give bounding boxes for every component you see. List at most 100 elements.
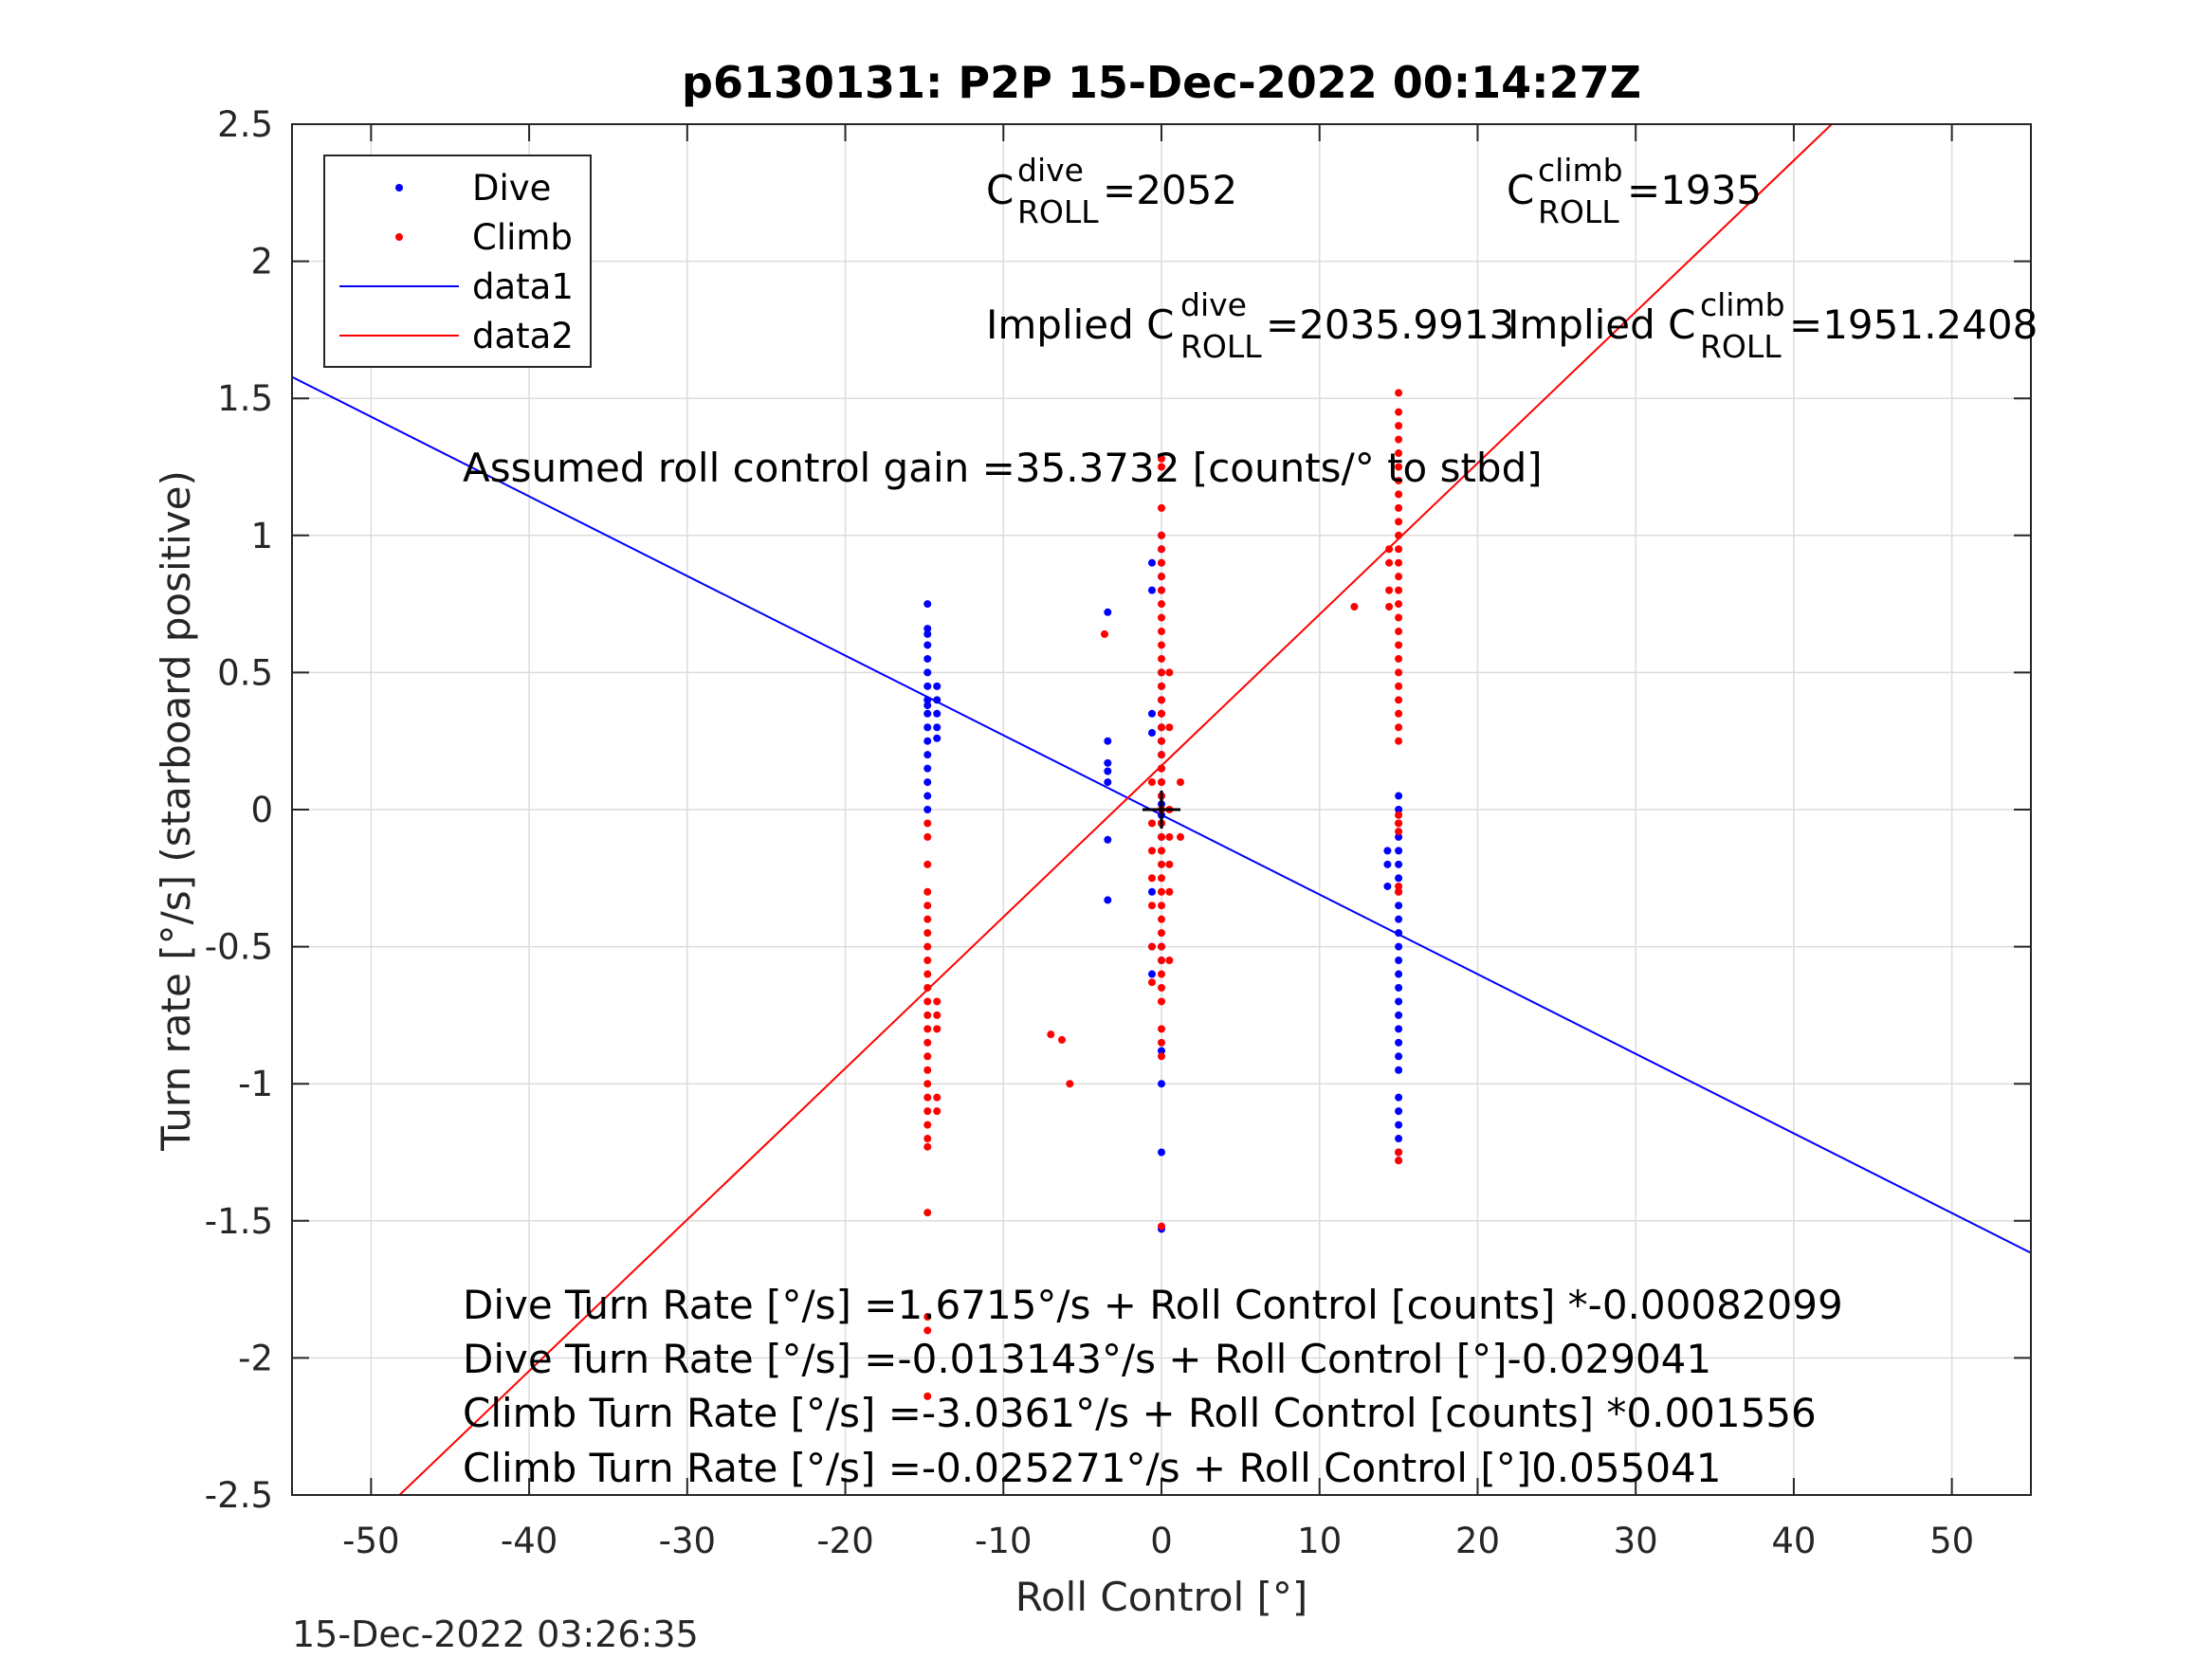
svg-text:C: C [986, 167, 1014, 213]
y-tick-label: -0.5 [205, 927, 273, 968]
climb-point [1158, 874, 1165, 883]
dive-point [1395, 860, 1403, 868]
dive-point [923, 723, 932, 732]
y-axis-label: Turn rate [°/s] (starboard positive) [153, 470, 199, 1152]
climb-point [1165, 860, 1174, 868]
y-tick-label: -1 [238, 1064, 273, 1104]
climb-point [1147, 874, 1156, 883]
climb-point [1395, 518, 1403, 526]
c-roll-climb-annotation: C climb ROLL =1935 [1507, 152, 1762, 230]
climb-point [1158, 902, 1165, 910]
climb-point [1158, 545, 1165, 554]
climb-point [1147, 819, 1156, 828]
climb-point [1158, 668, 1165, 677]
climb-point [1385, 545, 1394, 554]
climb-point [1395, 668, 1403, 677]
x-axis-label: Roll Control [°] [1015, 1574, 1308, 1620]
svg-text:ROLL: ROLL [1180, 328, 1262, 365]
climb-point [1165, 887, 1174, 896]
climb-point [1147, 942, 1156, 951]
x-tick-label: -10 [975, 1521, 1032, 1561]
climb-point [1385, 586, 1394, 594]
dive-point [1104, 896, 1112, 904]
climb-point [1158, 628, 1165, 636]
svg-text:Implied C: Implied C [1508, 301, 1695, 348]
climb-point [1177, 832, 1185, 841]
climb-point [1395, 682, 1403, 690]
climb-point [933, 1093, 941, 1102]
svg-text:ROLL: ROLL [1538, 193, 1619, 230]
climb-point [1395, 435, 1403, 444]
origin-marker [1143, 791, 1180, 829]
chart-title: p6130131: P2P 15-Dec-2022 00:14:27Z [682, 57, 1641, 108]
climb-point [1100, 629, 1108, 638]
climb-point [923, 902, 932, 910]
climb-point [1395, 887, 1403, 896]
dive-point [1395, 1121, 1403, 1129]
climb-point [933, 997, 941, 1006]
dive-point [933, 723, 941, 732]
dive-point [923, 682, 932, 690]
climb-point [1047, 1030, 1055, 1039]
climb-point [1066, 1080, 1074, 1088]
x-tick-label: -30 [659, 1521, 716, 1561]
dive-point [1395, 957, 1403, 965]
dive-point [923, 806, 932, 813]
dive-point [923, 625, 932, 633]
c-roll-dive-annotation: C dive ROLL =2052 [986, 152, 1237, 230]
climb-point [1158, 573, 1165, 581]
climb-point [923, 1326, 932, 1335]
x-tick-label: -50 [342, 1521, 399, 1561]
climb-point [1158, 463, 1165, 471]
x-tick-label: 40 [1771, 1521, 1816, 1561]
y-tick-label: 0 [250, 790, 273, 830]
climb-point [1057, 1035, 1066, 1044]
climb-point [1395, 628, 1403, 636]
legend-dive-marker [395, 184, 403, 191]
dive-point [923, 778, 932, 787]
climb-point [923, 1135, 932, 1143]
climb-point [1395, 490, 1403, 499]
climb-point [1395, 737, 1403, 745]
dive-point [1395, 942, 1403, 951]
legend-box [323, 155, 592, 368]
climb-point [1158, 531, 1165, 539]
x-tick-label: 50 [1929, 1521, 1974, 1561]
climb-point [1177, 778, 1185, 787]
y-tick-label: 1 [250, 516, 273, 556]
y-tick-label: 0.5 [217, 652, 273, 693]
climb-point [1395, 882, 1403, 890]
climb-point [933, 1025, 941, 1033]
climb-point [923, 1121, 932, 1129]
x-tick-label: 20 [1455, 1521, 1500, 1561]
climb-point [1395, 723, 1403, 732]
climb-point [1158, 737, 1165, 745]
climb-point [1158, 1025, 1165, 1033]
climb-point [1165, 723, 1174, 732]
dive-point [1395, 983, 1403, 992]
climb-point [923, 942, 932, 951]
climb-point [923, 915, 932, 923]
timestamp: 15-Dec-2022 03:26:35 [292, 1613, 699, 1655]
y-tick-label: -1.5 [205, 1201, 273, 1242]
climb-point [1158, 832, 1165, 841]
climb-point [1395, 531, 1403, 539]
climb-point [923, 970, 932, 978]
climb-point [923, 819, 932, 828]
climb-point [1395, 696, 1403, 704]
x-tick-label: -20 [816, 1521, 873, 1561]
climb-point [1158, 957, 1165, 965]
legend-climb-label: Climb [472, 217, 573, 258]
climb-point [1158, 586, 1165, 594]
climb-point [923, 860, 932, 868]
dive-point [1147, 887, 1156, 896]
climb-point [1395, 819, 1403, 828]
climb-point [1158, 654, 1165, 663]
y-tick-label: 2 [250, 242, 273, 283]
dive-point [1147, 558, 1156, 567]
climb-point [923, 1093, 932, 1102]
dive-point [1395, 1052, 1403, 1061]
dive-point [1395, 1038, 1403, 1047]
y-tick-label: 1.5 [217, 378, 273, 419]
